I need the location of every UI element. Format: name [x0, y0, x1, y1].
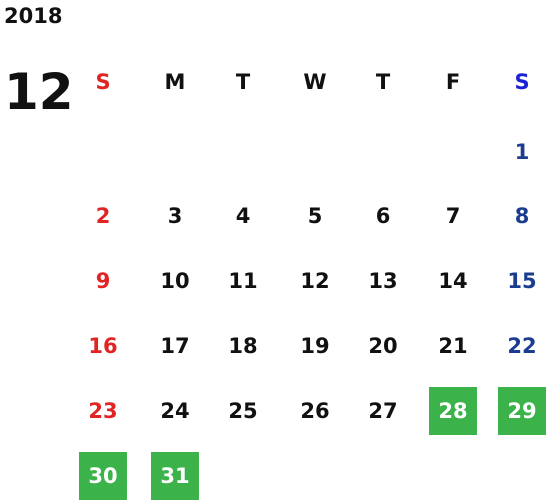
weekday-header: W	[303, 70, 327, 94]
day: 14	[438, 269, 468, 293]
day: 17	[160, 334, 190, 358]
day: 25	[228, 399, 258, 423]
weekday-header: T	[235, 70, 251, 94]
weekday-header: T	[375, 70, 391, 94]
highlighted-day: 31	[151, 452, 199, 500]
day: 4	[235, 204, 251, 228]
day: 21	[438, 334, 468, 358]
day: 6	[375, 204, 391, 228]
day: 18	[228, 334, 258, 358]
day: 12	[300, 269, 330, 293]
day: 1	[514, 140, 530, 164]
day: 13	[368, 269, 398, 293]
weekday-header: S	[95, 70, 111, 94]
day: 2	[95, 204, 111, 228]
day: 22	[507, 334, 537, 358]
day: 26	[300, 399, 330, 423]
day: 8	[514, 204, 530, 228]
day: 23	[88, 399, 118, 423]
day: 27	[368, 399, 398, 423]
highlighted-day: 28	[429, 387, 477, 435]
highlighted-day: 30	[79, 452, 127, 500]
year: 2018	[4, 4, 63, 28]
day: 24	[160, 399, 190, 423]
month: 12	[4, 63, 74, 121]
day: 15	[507, 269, 537, 293]
day: 16	[88, 334, 118, 358]
day: 3	[167, 204, 183, 228]
day: 19	[300, 334, 330, 358]
day: 5	[307, 204, 323, 228]
day: 20	[368, 334, 398, 358]
day: 9	[95, 269, 111, 293]
highlighted-day: 29	[498, 387, 546, 435]
day: 7	[445, 204, 461, 228]
day: 11	[228, 269, 258, 293]
weekday-header: M	[164, 70, 186, 94]
weekday-header: F	[445, 70, 461, 94]
day: 10	[160, 269, 190, 293]
weekday-header: S	[514, 70, 530, 94]
